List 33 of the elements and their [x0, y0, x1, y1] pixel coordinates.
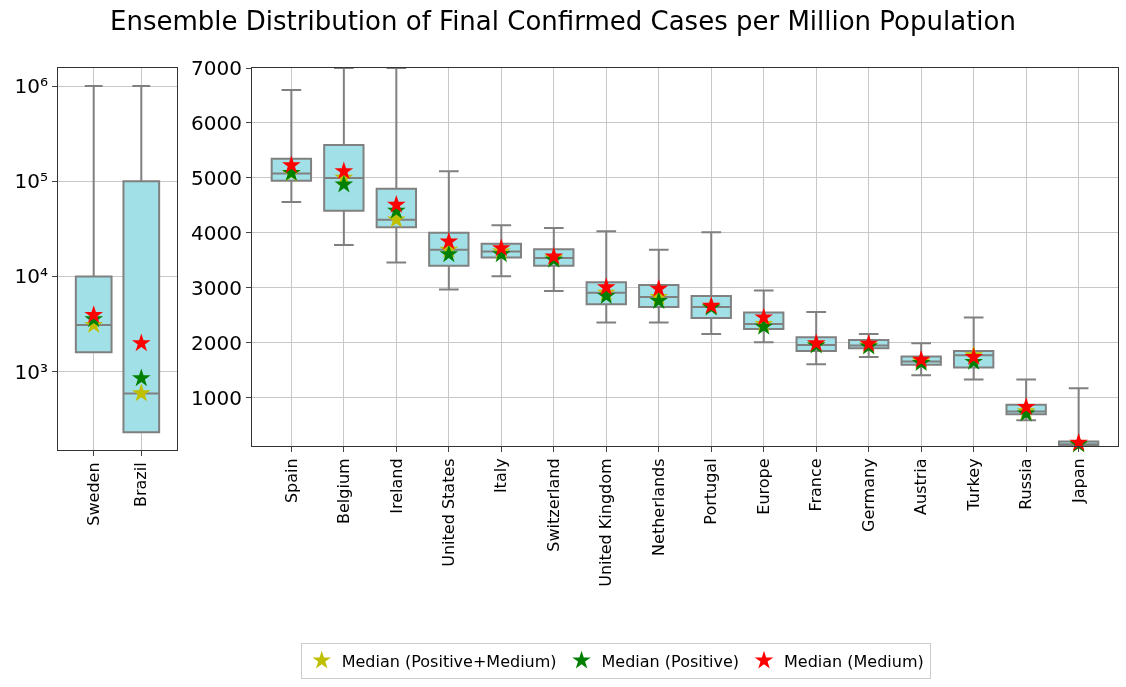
x-tick-label: Europe — [753, 458, 773, 515]
y-tick-label: 5000 — [191, 165, 242, 190]
text: Ensemble Distribution of Final Confirmed Cases per Million Population — [109, 6, 1017, 36]
y-tick-label: 10³ — [14, 359, 48, 384]
x-tick-label: Germany — [858, 458, 878, 532]
y-tick-label: 7000 — [191, 56, 242, 80]
y-tick-label: 2000 — [191, 330, 242, 355]
x-tick-label: Belgium — [334, 458, 354, 524]
legend-label: Median (Positive+Medium) — [341, 651, 557, 671]
x-tick-label: Ireland — [386, 458, 406, 514]
y-tick-label: 3000 — [191, 275, 242, 300]
y-tick-label: 6000 — [191, 110, 242, 135]
y-tick-label: 1000 — [191, 385, 242, 410]
x-tick-label: Austria — [911, 458, 931, 515]
x-tick-label: Turkey — [963, 458, 983, 512]
legend-label: Median (Medium) — [784, 651, 924, 671]
y-tick-label: 4000 — [191, 220, 242, 245]
x-tick-label: United States — [439, 458, 459, 567]
x-tick-label: Brazil — [131, 462, 151, 508]
x-tick-label: Switzerland — [543, 458, 563, 552]
x-tick-label: Netherlands — [648, 458, 668, 556]
y-tick-label: 10⁶ — [14, 74, 48, 99]
y-tick-label: 10⁵ — [14, 169, 48, 194]
x-tick-label: Portugal — [701, 458, 721, 525]
x-tick-label: Sweden — [83, 462, 103, 526]
x-tick-label: France — [806, 458, 826, 512]
x-tick-label: Italy — [491, 458, 511, 494]
x-tick-label: United Kingdom — [596, 458, 616, 587]
x-tick-label: Spain — [281, 458, 301, 504]
x-tick-label: Russia — [1016, 458, 1036, 510]
y-tick-label: 10⁴ — [14, 264, 48, 289]
x-tick-label: Japan — [1068, 458, 1088, 505]
legend-label: Median (Positive) — [601, 651, 739, 671]
